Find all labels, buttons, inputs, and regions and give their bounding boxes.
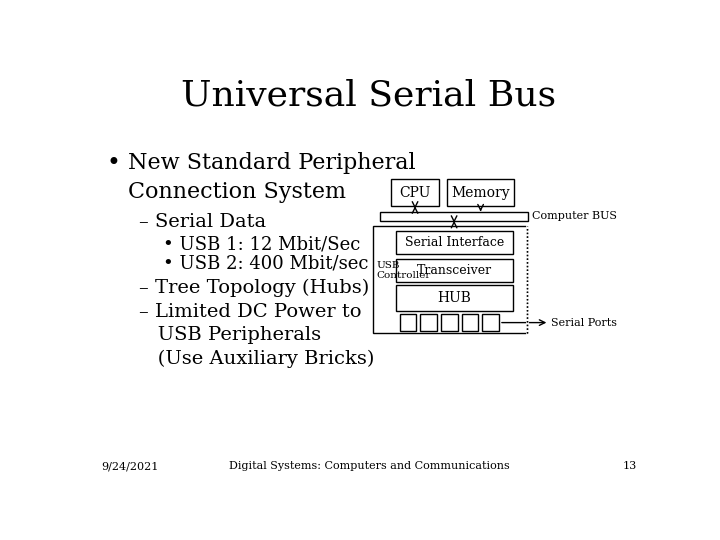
Text: CPU: CPU	[400, 186, 431, 200]
Bar	[447, 179, 514, 206]
Text: • USB 1: 12 Mbit/Sec: • USB 1: 12 Mbit/Sec	[163, 235, 360, 253]
Bar	[441, 314, 458, 331]
Bar	[396, 285, 513, 311]
Text: •: •	[107, 152, 121, 175]
Text: Computer BUS: Computer BUS	[533, 211, 618, 221]
Bar	[400, 314, 416, 331]
Bar	[396, 231, 513, 254]
Text: HUB: HUB	[438, 291, 472, 305]
Bar	[396, 259, 513, 282]
Text: Memory: Memory	[451, 186, 510, 200]
Text: Transceiver: Transceiver	[417, 264, 492, 277]
Text: • USB 2: 400 Mbit/sec: • USB 2: 400 Mbit/sec	[163, 255, 368, 273]
Text: – Limited DC Power to
   USB Peripherals
   (Use Auxiliary Bricks): – Limited DC Power to USB Peripherals (U…	[139, 302, 374, 368]
Bar	[462, 314, 478, 331]
Text: – Tree Topology (Hubs): – Tree Topology (Hubs)	[139, 279, 369, 297]
Bar	[420, 314, 437, 331]
Text: Universal Serial Bus: Universal Serial Bus	[181, 79, 557, 113]
Text: – Serial Data: – Serial Data	[139, 213, 266, 231]
Text: Serial Interface: Serial Interface	[405, 236, 504, 249]
Bar	[482, 314, 499, 331]
Text: 13: 13	[623, 462, 637, 471]
Text: New Standard Peripheral
Connection System: New Standard Peripheral Connection Syste…	[128, 152, 415, 203]
Text: USB
Controller: USB Controller	[377, 261, 431, 280]
Text: 9/24/2021: 9/24/2021	[101, 462, 158, 471]
Text: Digital Systems: Computers and Communications: Digital Systems: Computers and Communica…	[229, 462, 509, 471]
Text: Serial Ports: Serial Ports	[551, 318, 617, 328]
Bar	[380, 212, 528, 221]
Bar	[374, 226, 527, 333]
Bar	[392, 179, 438, 206]
